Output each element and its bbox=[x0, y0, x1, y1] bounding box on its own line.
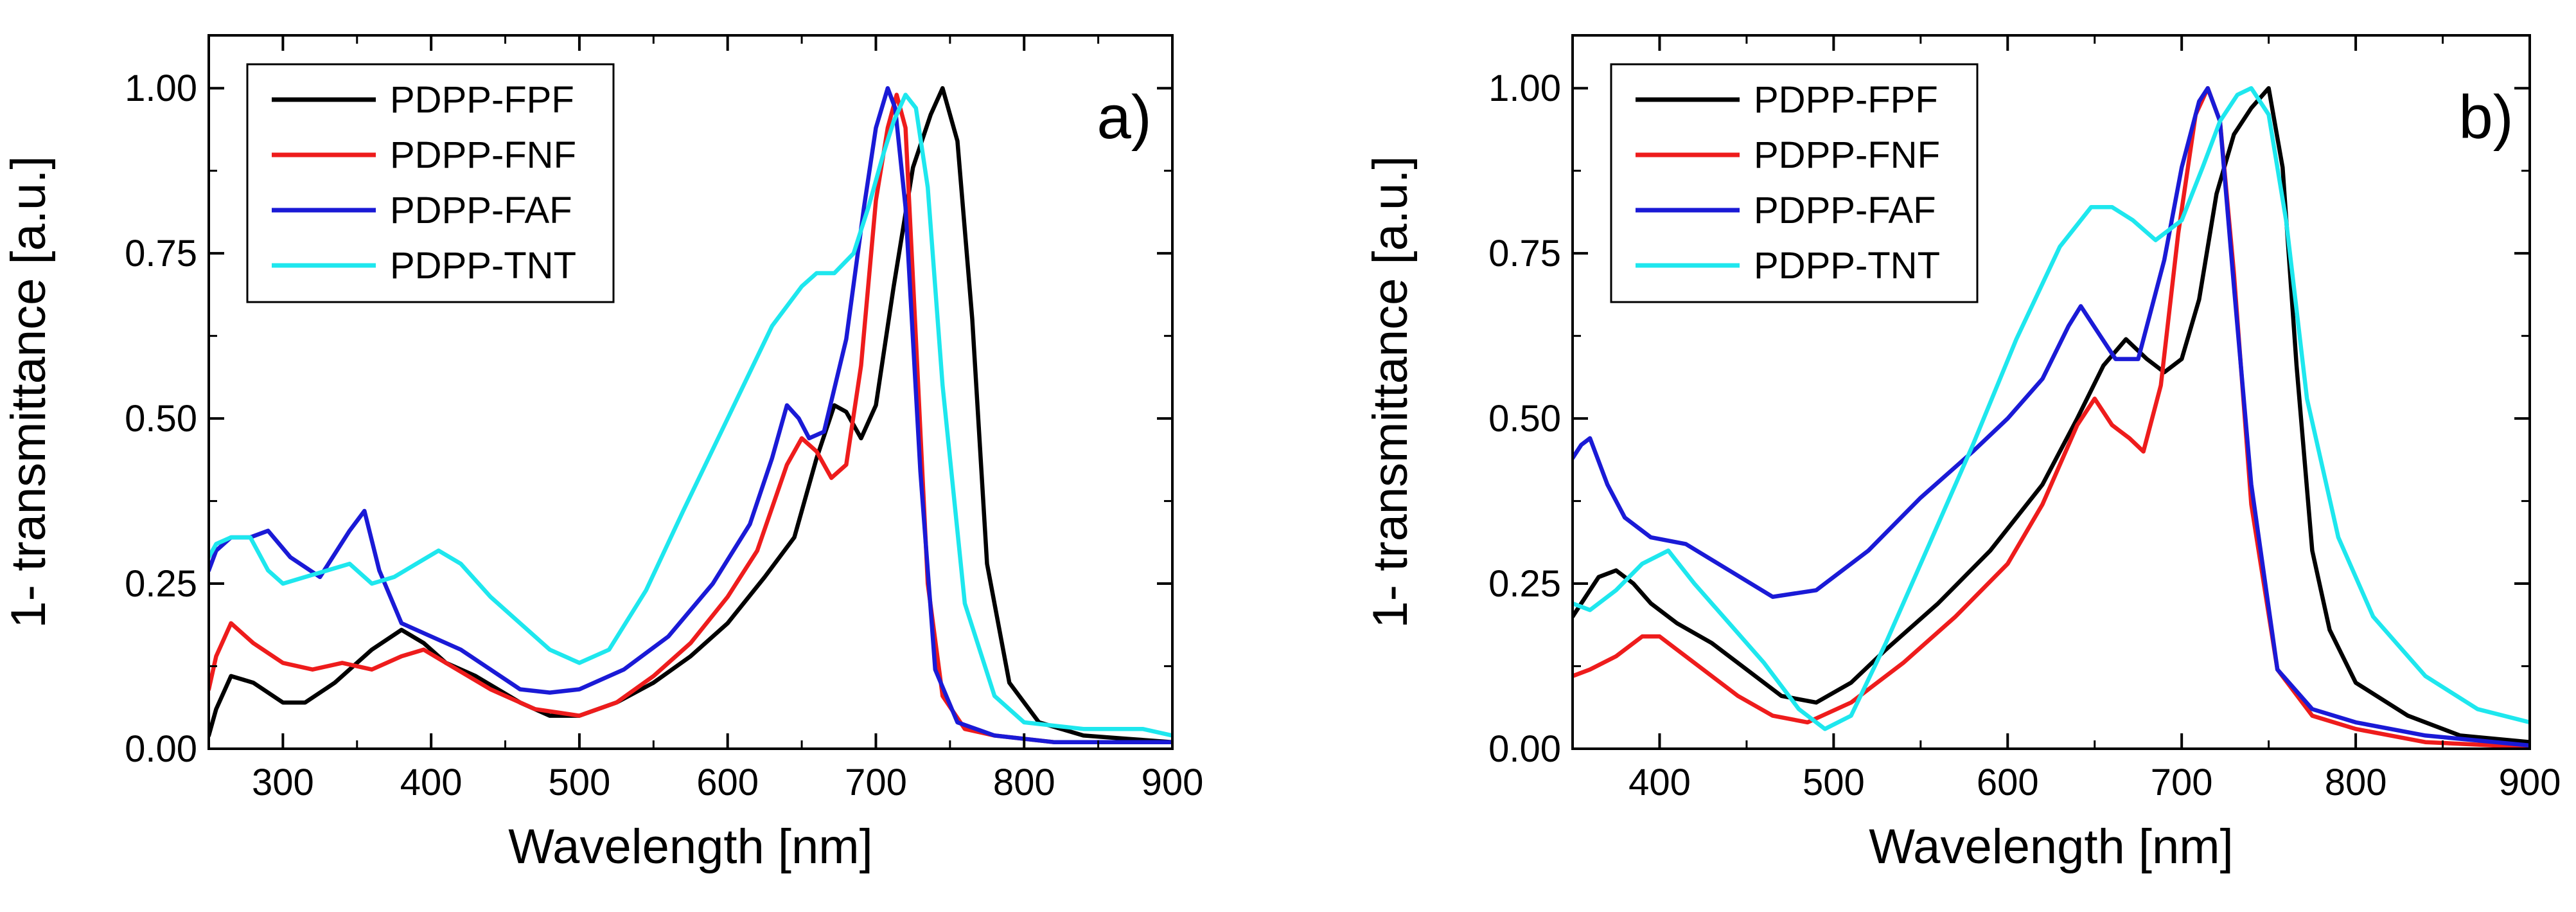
legend: PDPP-FPF PDPP-FNF PDPP-FAF PDPP-TNT bbox=[1610, 63, 1979, 303]
y-tick-label: 0.25 bbox=[125, 563, 197, 605]
x-axis-title: Wavelength [nm] bbox=[508, 819, 872, 874]
legend: PDPP-FPF PDPP-FNF PDPP-FAF PDPP-TNT bbox=[246, 63, 615, 303]
x-tick-label: 500 bbox=[549, 762, 611, 803]
y-tick-label: 0.75 bbox=[1488, 233, 1561, 274]
x-tick-label: 500 bbox=[1803, 762, 1865, 803]
series-line-pdpp-faf bbox=[209, 85, 1172, 744]
x-tick-label: 600 bbox=[1977, 762, 2039, 803]
y-tick-label: 0.50 bbox=[125, 398, 197, 440]
y-tick-label: 1.00 bbox=[125, 67, 197, 109]
legend-label: PDPP-TNT bbox=[1754, 245, 1940, 287]
legend-label: PDPP-FAF bbox=[390, 190, 572, 231]
x-tick-label: 900 bbox=[2499, 762, 2561, 803]
plot-frame bbox=[207, 34, 1174, 750]
legend-label: PDPP-FAF bbox=[1754, 190, 1936, 231]
y-tick-label: 0.00 bbox=[1488, 728, 1561, 770]
legend-label: PDPP-TNT bbox=[390, 245, 576, 287]
chart-panel-b: 400 500 600 700 800 900 0.00 0.25 0.50 0.75 1.00 Wa… bbox=[1363, 34, 2561, 874]
y-tick-label: 0.00 bbox=[125, 728, 197, 770]
chart-panel-a: 300 400 500 600 700 800 900 0.00 0.25 0.50 0.75 1.0… bbox=[1, 34, 1204, 874]
legend-box bbox=[1610, 63, 1979, 303]
x-tick-label: 600 bbox=[696, 762, 759, 803]
series-line-pdpp-faf bbox=[1573, 85, 2530, 748]
y-tick-label: 0.75 bbox=[125, 233, 197, 274]
legend-box bbox=[246, 63, 615, 303]
x-axis-title: Wavelength [nm] bbox=[1869, 819, 2233, 874]
x-tick-label: 700 bbox=[845, 762, 907, 803]
x-tick-label: 400 bbox=[1628, 762, 1691, 803]
series-lines bbox=[1573, 85, 2530, 748]
series-line-pdpp-tnt bbox=[209, 93, 1172, 738]
series-line-pdpp-fpf bbox=[209, 85, 1172, 744]
legend-label: PDPP-FPF bbox=[1754, 79, 1938, 121]
x-tick-label: 800 bbox=[2325, 762, 2387, 803]
panel-label: a) bbox=[1097, 83, 1151, 152]
y-tick-label: 0.25 bbox=[1488, 563, 1561, 605]
x-tick-label: 700 bbox=[2151, 762, 2213, 803]
series-line-pdpp-fpf bbox=[1573, 85, 2530, 744]
legend-label: PDPP-FPF bbox=[390, 79, 574, 121]
x-tick-label: 300 bbox=[252, 762, 314, 803]
series-lines bbox=[209, 85, 1172, 744]
y-tick-label: 1.00 bbox=[1488, 67, 1561, 109]
panel-label: b) bbox=[2458, 83, 2513, 152]
legend-label: PDPP-FNF bbox=[1754, 134, 1940, 176]
x-tick-label: 400 bbox=[400, 762, 463, 803]
y-axis-title: 1- transmittance [a.u.] bbox=[1363, 156, 1418, 629]
y-tick-label: 0.50 bbox=[1488, 398, 1561, 440]
plot-frame bbox=[1571, 34, 2531, 750]
legend-label: PDPP-FNF bbox=[390, 134, 576, 176]
x-tick-label: 900 bbox=[1142, 762, 1204, 803]
x-tick-label: 800 bbox=[993, 762, 1055, 803]
y-axis-title: 1- transmittance [a.u.] bbox=[1, 156, 56, 629]
series-line-pdpp-tnt bbox=[1573, 85, 2530, 731]
